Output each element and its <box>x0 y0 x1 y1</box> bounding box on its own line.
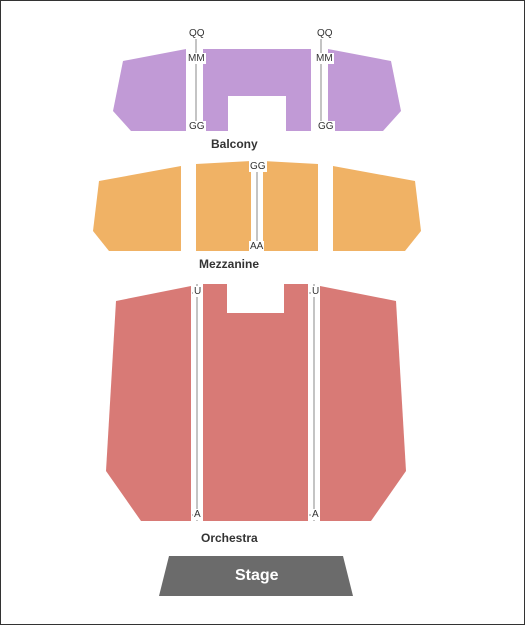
mezzanine-label: Mezzanine <box>199 257 259 271</box>
row-marker: MM <box>315 53 334 64</box>
mezzanine-centerleft-section[interactable] <box>196 161 251 251</box>
stage-label: Stage <box>235 567 279 585</box>
orchestra-right-section[interactable] <box>320 286 406 521</box>
orchestra-label: Orchestra <box>201 531 258 545</box>
row-marker: GG <box>249 161 267 172</box>
balcony-right-section[interactable] <box>328 49 401 131</box>
row-marker: GG <box>317 121 335 132</box>
chart-svg <box>1 1 525 626</box>
row-marker: AA <box>249 241 264 252</box>
row-marker: MM <box>187 53 206 64</box>
mezzanine-right-section[interactable] <box>333 166 421 251</box>
seating-chart: Balcony Mezzanine Orchestra Stage QQ QQ … <box>0 0 525 625</box>
mezzanine-centerright-section[interactable] <box>263 161 318 251</box>
row-marker: A <box>311 509 320 520</box>
balcony-label: Balcony <box>211 137 258 151</box>
orchestra-left-section[interactable] <box>106 286 191 521</box>
balcony-left-section[interactable] <box>113 49 186 131</box>
row-marker: A <box>193 509 202 520</box>
row-marker: QQ <box>317 28 333 39</box>
row-marker: QQ <box>189 28 205 39</box>
row-marker: U <box>311 286 320 297</box>
row-marker: U <box>193 286 202 297</box>
orchestra-center-section[interactable] <box>203 284 308 521</box>
row-marker: GG <box>188 121 206 132</box>
balcony-center-section[interactable] <box>203 49 311 131</box>
mezzanine-left-section[interactable] <box>93 166 181 251</box>
